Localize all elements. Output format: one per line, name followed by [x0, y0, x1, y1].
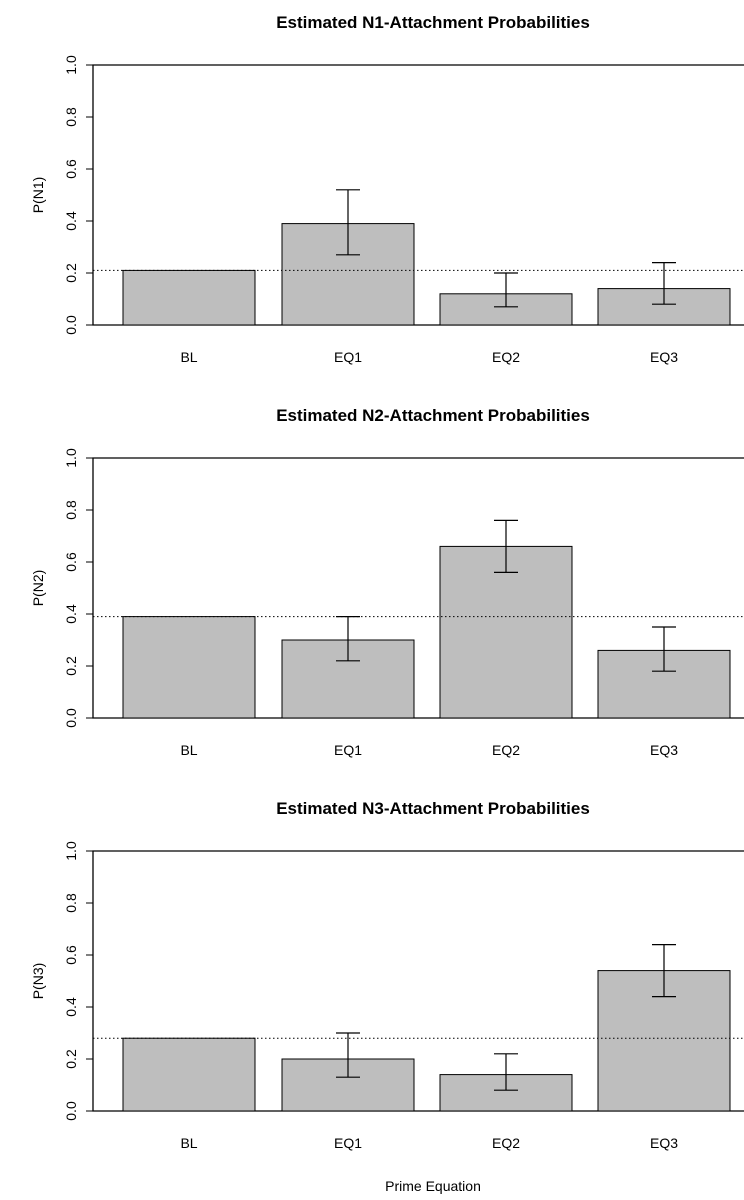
y-tick-label: 0.0 [63, 315, 79, 335]
category-label: EQ1 [334, 1135, 362, 1151]
y-tick-label: 0.6 [63, 552, 79, 572]
chart-title: Estimated N2-Attachment Probabilities [276, 406, 590, 425]
y-tick-label: 0.4 [63, 997, 79, 1017]
chart-panel-2: Estimated N2-Attachment Probabilities 0.0… [30, 406, 744, 758]
error-bar-eq2 [494, 1053, 518, 1091]
chart-panel-1: Estimated N1-Attachment Probabilities 0.0… [30, 13, 744, 365]
y-tick-label: 0.2 [63, 1049, 79, 1069]
y-tick-label: 0.6 [63, 159, 79, 179]
y-tick-label: 0.0 [63, 708, 79, 728]
y-tick-label: 0.4 [63, 604, 79, 624]
y-tick-label: 1.0 [63, 448, 79, 468]
error-bar-eq3 [652, 943, 676, 998]
error-bar-eq3 [652, 626, 676, 672]
y-tick-label: 0.4 [63, 211, 79, 231]
category-label: EQ2 [492, 1135, 520, 1151]
y-tick-label: 0.8 [63, 500, 79, 520]
category-label: EQ1 [334, 742, 362, 758]
y-tick-label: 0.6 [63, 945, 79, 965]
y-axis-label: P(N1) [30, 177, 46, 214]
bar-bl [122, 269, 256, 326]
y-axis-label: P(N2) [30, 570, 46, 607]
chart-title: Estimated N1-Attachment Probabilities [276, 13, 590, 32]
plot-frame [92, 64, 744, 326]
y-tick-label: 0.0 [63, 1101, 79, 1121]
y-tick-label: 0.2 [63, 263, 79, 283]
y-tick-label: 0.2 [63, 656, 79, 676]
category-label: EQ3 [650, 742, 678, 758]
bar-bl [122, 1037, 256, 1112]
error-bar-eq1 [336, 189, 360, 256]
y-tick-label: 1.0 [63, 841, 79, 861]
chart-panel-3: Estimated N3-Attachment Probabilities 0.0… [30, 799, 744, 1194]
x-axis-label: Prime Equation [385, 1178, 481, 1194]
plot-frame [92, 850, 744, 1112]
category-label: EQ2 [492, 349, 520, 365]
category-label: EQ1 [334, 349, 362, 365]
y-axis-label: P(N3) [30, 963, 46, 1000]
y-tick-label: 0.8 [63, 893, 79, 913]
chart-title: Estimated N3-Attachment Probabilities [276, 799, 590, 818]
category-label: BL [180, 1135, 197, 1151]
category-label: EQ3 [650, 1135, 678, 1151]
bar-bl [122, 616, 256, 719]
category-label: BL [180, 742, 197, 758]
y-tick-label: 0.8 [63, 107, 79, 127]
error-bar-eq1 [336, 615, 360, 662]
error-bar-eq2 [494, 272, 518, 308]
category-label: EQ2 [492, 742, 520, 758]
y-tick-label: 1.0 [63, 55, 79, 75]
error-bar-eq3 [652, 262, 676, 305]
error-bar-eq1 [336, 1032, 360, 1078]
category-label: BL [180, 349, 197, 365]
plot-frame [92, 457, 744, 719]
category-label: EQ3 [650, 349, 678, 365]
error-bar-eq2 [494, 519, 518, 574]
